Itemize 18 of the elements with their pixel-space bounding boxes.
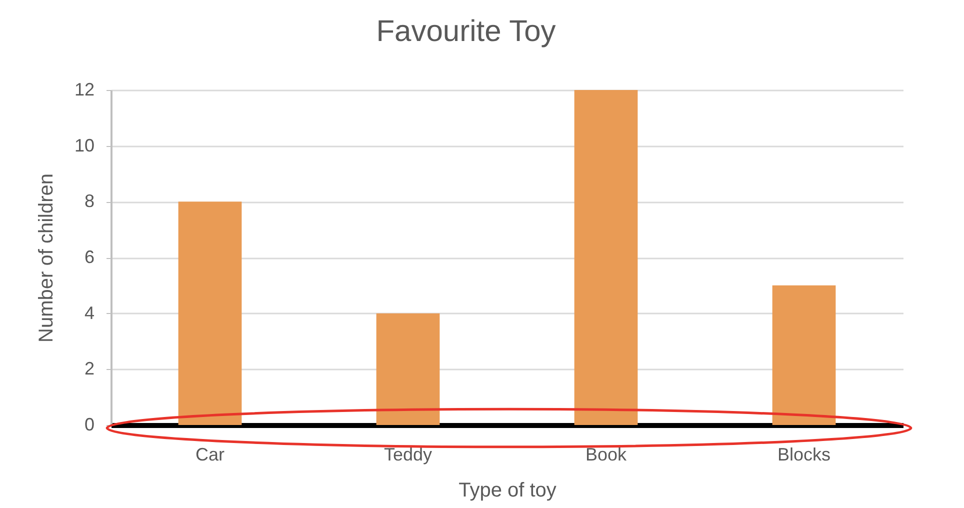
y-tick-label: 0	[84, 414, 94, 434]
bar	[178, 202, 242, 425]
y-tick-label: 10	[74, 135, 94, 156]
bar	[376, 313, 440, 425]
y-tick-label: 2	[84, 358, 94, 379]
y-tick-label: 8	[84, 191, 94, 212]
bar	[574, 90, 638, 425]
bar	[772, 285, 836, 425]
chart-title: Favourite Toy	[376, 15, 556, 48]
x-axis-title: Type of toy	[458, 480, 556, 502]
x-tick-label: Book	[585, 444, 628, 464]
y-tick-label: 12	[74, 80, 94, 100]
x-tick-label: Car	[195, 444, 225, 464]
x-tick-label: Blocks	[777, 444, 831, 464]
x-tick-label: Teddy	[384, 444, 432, 464]
y-tick-label: 4	[84, 302, 94, 323]
y-axis-title: Number of children	[35, 174, 58, 342]
y-tick-label: 6	[84, 247, 94, 267]
